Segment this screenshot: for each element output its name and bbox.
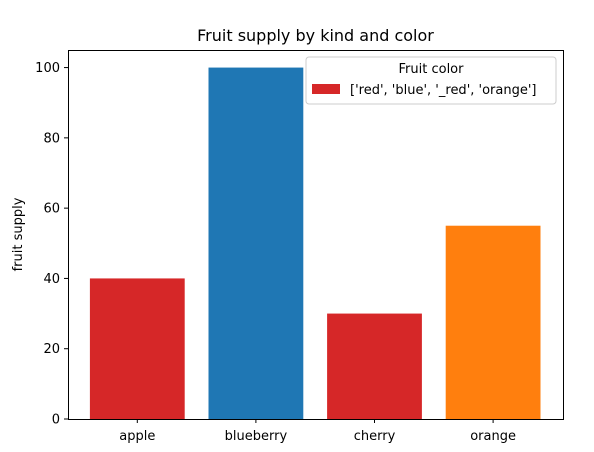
legend-title: Fruit color: [399, 62, 465, 77]
y-tick-label: 0: [52, 413, 60, 428]
y-axis-ticks: 0 20 40 60 80 100: [35, 61, 68, 428]
bar-orange: [445, 225, 541, 419]
legend: Fruit color ['red', 'blue', '_red', 'ora…: [305, 56, 557, 105]
bars-group: [89, 67, 541, 420]
x-tick-label: apple: [119, 429, 155, 444]
plot-area-frame: [68, 50, 564, 420]
x-tick-label: orange: [470, 429, 516, 444]
legend-box: [305, 56, 557, 105]
bar-blueberry: [208, 67, 304, 420]
chart-title: Fruit supply by kind and color: [197, 26, 434, 45]
legend-swatch: [312, 84, 340, 94]
x-tick-label: blueberry: [225, 429, 288, 444]
legend-entry-label: ['red', 'blue', '_red', 'orange']: [350, 83, 537, 98]
bar-apple: [89, 278, 185, 419]
y-tick-label: 80: [43, 131, 60, 146]
y-tick-label: 40: [43, 272, 60, 287]
y-tick-label: 100: [35, 61, 60, 76]
y-tick-label: 20: [43, 342, 60, 357]
x-axis-ticks: apple blueberry cherry orange: [119, 419, 516, 444]
x-tick-label: cherry: [354, 429, 396, 444]
bar-cherry: [327, 313, 422, 419]
y-axis-label: fruit supply: [11, 197, 26, 271]
y-tick-label: 60: [43, 202, 60, 217]
